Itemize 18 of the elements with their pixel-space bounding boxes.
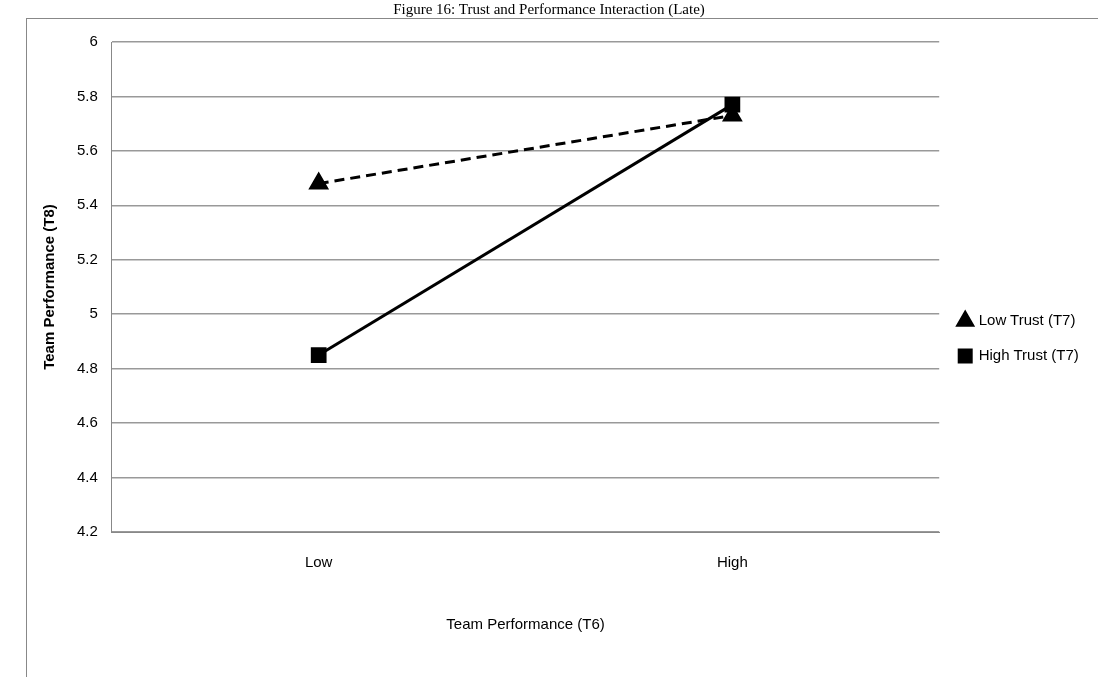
x-tick-label: Low bbox=[304, 553, 333, 571]
y-axis-title: Team Performance (T8) bbox=[40, 204, 58, 370]
y-tick-label: 5.2 bbox=[76, 249, 98, 267]
y-tick-label: 4.4 bbox=[76, 467, 98, 485]
legend-label: High Trust (T7) bbox=[978, 346, 1079, 364]
y-tick-label: 5 bbox=[89, 304, 98, 322]
y-tick-label: 4.6 bbox=[76, 413, 98, 431]
y-tick-label: 6 bbox=[89, 32, 98, 50]
chart-title: Figure 16: Trust and Performance Interaction (Late) bbox=[392, 0, 706, 18]
point bbox=[310, 347, 327, 363]
x-axis-title: Team Performance (T6) bbox=[446, 615, 605, 633]
y-tick-label: 5.4 bbox=[76, 195, 98, 213]
y-tick-label: 5.8 bbox=[76, 86, 98, 104]
y-tick-label: 4.8 bbox=[76, 358, 98, 376]
y-tick-label: 5.6 bbox=[76, 141, 98, 159]
legend-label: Low Trust (T7) bbox=[978, 311, 1076, 329]
y-tick-label: 4.2 bbox=[76, 522, 98, 540]
x-tick-label: High bbox=[716, 553, 748, 571]
